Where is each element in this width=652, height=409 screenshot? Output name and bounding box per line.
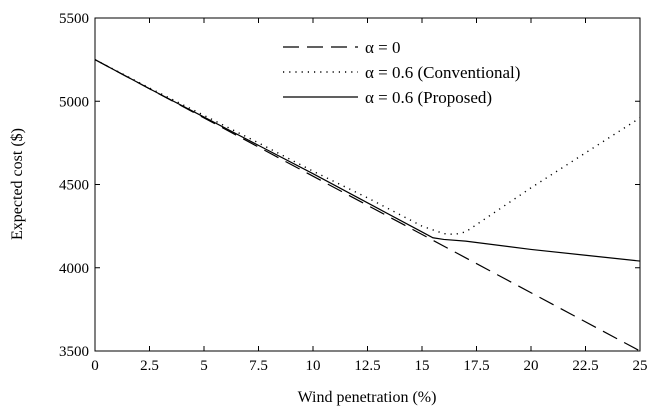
series-layer (94, 59, 641, 352)
series-line-solid (94, 59, 641, 262)
legend: α = 0 α = 0.6 (Conventional) α = 0.6 (Prop… (283, 38, 520, 107)
y-axis: 3500 4000 4500 5000 5500 (59, 11, 640, 360)
y-axis-title: Expected cost ($) (9, 128, 26, 240)
series-line-dotted (94, 59, 641, 236)
x-tick-label: 2.5 (140, 358, 159, 374)
legend-entry-label: α = 0 (365, 38, 401, 57)
y-tick-label: 5000 (59, 94, 89, 110)
x-tick-label: 17.5 (463, 358, 489, 374)
x-tick-label: 25 (633, 358, 648, 374)
y-tick-label: 5500 (59, 11, 89, 27)
x-tick-label: 10 (306, 358, 321, 374)
x-axis-title: Wind penetration (%) (298, 389, 437, 406)
x-tick-label: 0 (91, 358, 99, 374)
legend-entry-label: α = 0.6 (Conventional) (365, 63, 520, 82)
y-tick-label: 4000 (59, 261, 89, 277)
x-tick-label: 12.5 (354, 358, 380, 374)
x-tick-label: 20 (524, 358, 539, 374)
legend-entry-label: α = 0.6 (Proposed) (365, 88, 492, 107)
y-tick-label: 4500 (59, 178, 89, 194)
x-tick-label: 22.5 (572, 358, 598, 374)
y-tick-label: 3500 (59, 344, 89, 360)
x-tick-label: 5 (200, 358, 208, 374)
x-axis: 0 2.5 5 7.5 10 12.5 15 17.5 20 22.5 25 (91, 18, 648, 374)
x-tick-label: 15 (415, 358, 430, 374)
x-tick-label: 7.5 (249, 358, 268, 374)
